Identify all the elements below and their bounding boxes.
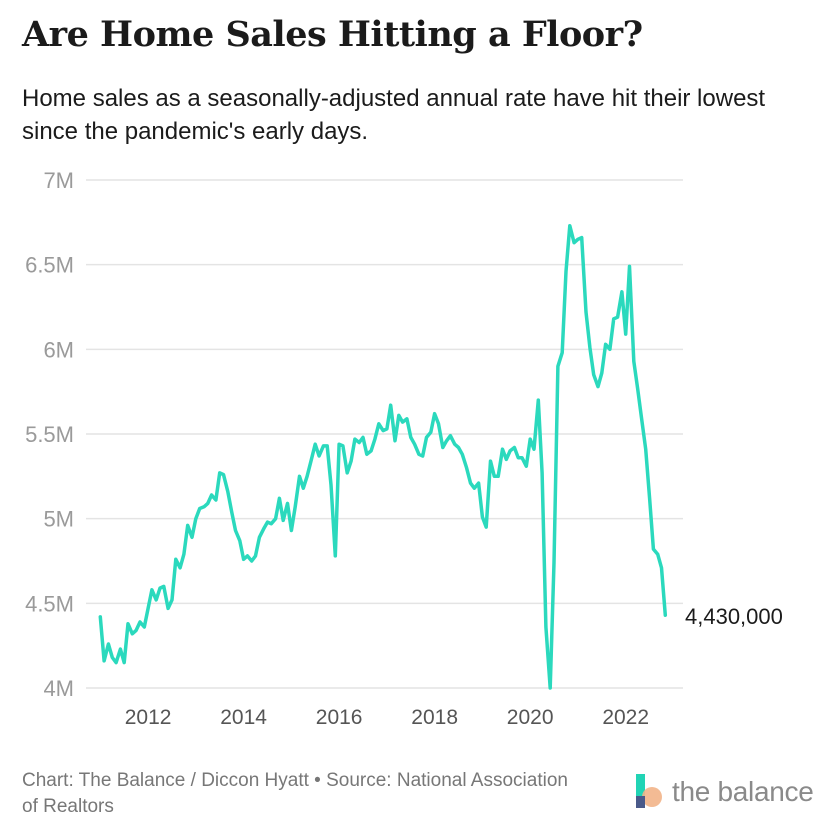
x-axis-ticks: 2012 2014 2016 2018 2020 2022 <box>125 706 649 729</box>
y-tick-label: 4M <box>43 676 74 701</box>
series-line-0 <box>98 223 668 690</box>
x-tick-label: 2022 <box>602 706 649 729</box>
y-tick-label: 7M <box>43 168 74 193</box>
y-tick-label: 4.5M <box>25 591 74 616</box>
gridlines <box>86 179 683 689</box>
x-tick-label: 2016 <box>316 706 363 729</box>
logo-mark-icon <box>636 774 664 810</box>
y-tick-label: 6.5M <box>25 253 74 278</box>
chart-credit: Chart: The Balance / Diccon Hyatt • Sour… <box>22 770 568 817</box>
logo-text: the balance <box>672 776 814 807</box>
chart-title: Are Home Sales Hitting a Floor? <box>22 14 643 55</box>
brand-logo[interactable]: the balance <box>636 774 814 810</box>
annotation-layer: 4,430,000 <box>685 604 783 629</box>
line-chart: 4M 4.5M 5M 5.5M 6M 6.5M 7M 2012 2014 2016 2018 202… <box>25 168 783 729</box>
x-tick-label: 2012 <box>125 706 172 729</box>
x-tick-label: 2018 <box>411 706 458 729</box>
end-value-label: 4,430,000 <box>685 604 783 629</box>
y-axis-ticks: 4M 4.5M 5M 5.5M 6M 6.5M 7M <box>25 168 74 701</box>
x-tick-label: 2014 <box>220 706 267 729</box>
y-tick-label: 5M <box>43 507 74 532</box>
y-tick-label: 5.5M <box>25 422 74 447</box>
x-tick-label: 2020 <box>507 706 554 729</box>
series-layer <box>98 223 668 690</box>
chart-subtitle: Home sales as a seasonally-adjusted annu… <box>22 85 766 145</box>
y-tick-label: 6M <box>43 337 74 362</box>
